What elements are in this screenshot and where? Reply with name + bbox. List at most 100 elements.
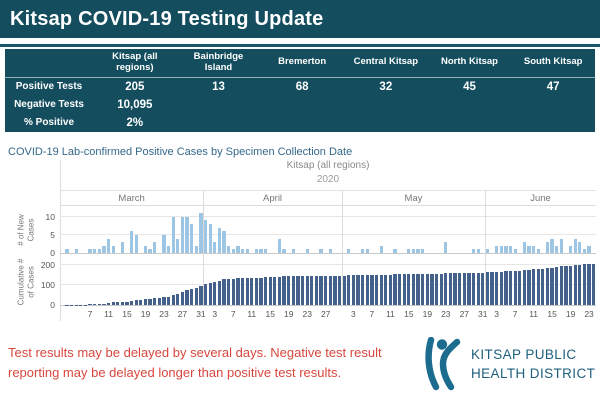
cumulative-axis-title: Cumulative # of Cases: [16, 258, 35, 305]
cumulative-bar: [550, 267, 554, 305]
header-divider: [0, 44, 600, 47]
table-row: Negative Tests 10,095: [5, 96, 595, 114]
cumulative-bar: [296, 276, 300, 305]
new-cases-bar: [162, 234, 166, 253]
new-cases-bar: [555, 245, 559, 253]
month-band: March April May June: [60, 190, 596, 206]
kphd-logo: KITSAP PUBLIC HEALTH DISTRICT: [424, 337, 595, 391]
new-cases-bar: [522, 242, 526, 253]
kphd-logo-line2: HEALTH DISTRICT: [471, 366, 596, 381]
cumulative-bar: [568, 266, 573, 305]
cumulative-bar: [379, 274, 383, 305]
new-cases-axis-title: # of New Cases: [16, 213, 35, 246]
new-cases-bar: [190, 224, 194, 253]
page-title: Kitsap COVID-19 Testing Update: [10, 8, 324, 30]
new-cases-bar: [222, 231, 226, 253]
cumulative-bar: [370, 275, 374, 305]
cumulative-bar: [421, 273, 425, 305]
row-label: Negative Tests: [14, 99, 84, 111]
kphd-logo-line1: KITSAP PUBLIC: [471, 347, 577, 362]
cumulative-bar: [111, 302, 115, 305]
x-tick-label: 15: [122, 309, 132, 319]
y-tick-label: 5: [50, 229, 55, 240]
cumulative-bar: [411, 274, 416, 305]
new-cases-bar: [550, 238, 554, 253]
x-tick-label: 19: [283, 309, 294, 319]
cumulative-bar: [407, 274, 411, 305]
cumulative-bar: [351, 275, 356, 305]
chart-year-label: 2020: [316, 174, 340, 185]
new-cases-bar: [106, 238, 111, 253]
new-cases-bar: [148, 249, 152, 253]
cumulative-bar: [305, 276, 309, 305]
new-cases-bar: [559, 238, 563, 253]
new-cases-bar: [495, 245, 499, 253]
new-cases-bar: [485, 249, 490, 253]
table-row: Positive Tests 205 13 68 32 45 47: [5, 78, 595, 96]
table-value: 205: [125, 80, 145, 93]
cumulative-bar: [384, 274, 388, 305]
x-tick-label: 7: [512, 309, 518, 319]
table-value: [428, 114, 512, 132]
cumulative-bar: [495, 272, 499, 305]
new-cases-bar: [180, 216, 185, 253]
table-value: 2%: [126, 116, 144, 129]
cumulative-bar: [273, 277, 277, 305]
x-tick-label: 27: [320, 309, 331, 319]
new-cases-bar: [130, 231, 134, 253]
cumulative-bar: [166, 297, 171, 305]
cumulative-bar: [393, 274, 397, 305]
new-cases-bar: [393, 249, 397, 253]
x-tick-label: 31: [196, 309, 206, 319]
cumulative-bar: [203, 284, 208, 305]
cumulative-bar: [444, 273, 448, 305]
new-cases-bar: [65, 249, 69, 253]
cumulative-bar: [185, 290, 189, 305]
new-cases-bar: [208, 224, 212, 253]
column-header: Bremerton: [278, 56, 327, 68]
table-value: [260, 96, 344, 114]
cumulative-bar: [513, 270, 517, 305]
new-cases-bar: [421, 249, 425, 253]
cumulative-bar: [153, 298, 157, 305]
x-tick-label: 31: [478, 309, 488, 319]
cumulative-bar: [508, 270, 513, 305]
table-value: [260, 114, 344, 132]
new-cases-bar: [532, 245, 536, 253]
cumulative-bar: [190, 288, 194, 305]
x-tick-label: 23: [584, 309, 594, 319]
cumulative-bar: [97, 304, 101, 305]
new-cases-bar: [471, 249, 476, 253]
new-cases-bar: [120, 242, 124, 253]
cumulative-bar: [208, 282, 212, 305]
x-tick-label: 11: [529, 309, 539, 319]
table-header-row: Kitsap (all regions) Bainbridge Island Bre…: [5, 49, 595, 78]
new-cases-bar: [444, 242, 448, 253]
cumulative-bar: [102, 303, 106, 305]
cumulative-bar: [416, 273, 420, 305]
new-cases-bar: [88, 249, 92, 253]
kphd-logo-icon: [425, 337, 461, 391]
cumulative-bar: [310, 276, 314, 305]
cumulative-bar: [134, 299, 138, 305]
gridline: [60, 215, 596, 217]
x-tick-label: 27: [177, 309, 188, 319]
cumulative-bar: [504, 271, 508, 305]
new-cases-bar: [291, 249, 295, 253]
new-cases-bar: [416, 249, 420, 253]
cumulative-bar: [499, 271, 503, 305]
cumulative-bar: [139, 299, 143, 305]
x-tick-label: 27: [459, 309, 470, 319]
column-header: Central Kitsap: [353, 56, 419, 68]
new-cases-bar: [74, 249, 78, 253]
cumulative-bar: [578, 264, 582, 305]
cumulative-bar: [213, 282, 217, 305]
new-cases-bar: [264, 249, 268, 253]
new-cases-bar: [568, 245, 573, 253]
new-cases-bar: [319, 249, 323, 253]
cumulative-bar: [582, 264, 587, 305]
new-cases-bar: [513, 249, 517, 253]
x-tick-label: 23: [441, 309, 451, 319]
cumulative-bar: [559, 266, 563, 305]
